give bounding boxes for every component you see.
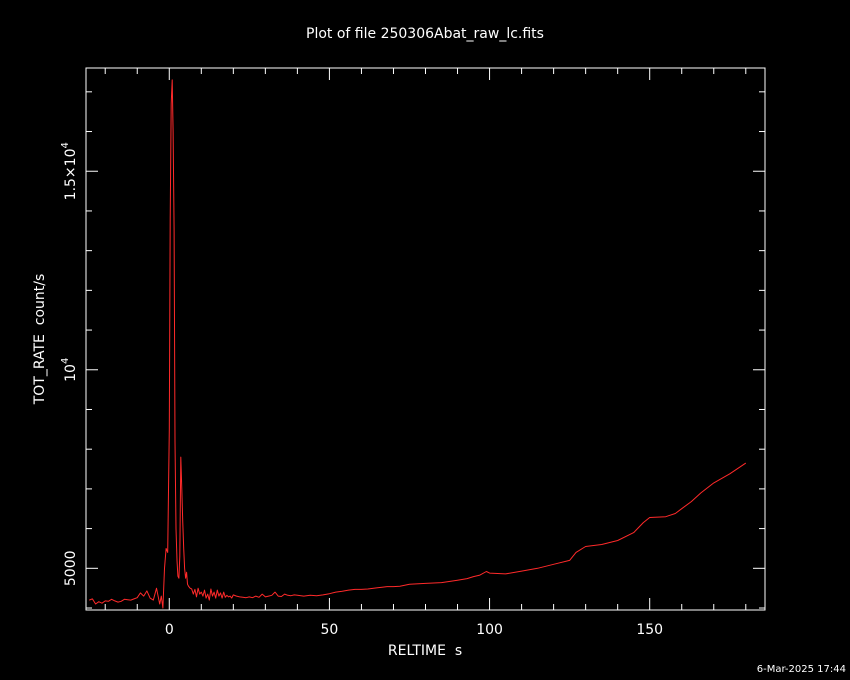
series-line (89, 79, 747, 609)
x-axis-label: RELTIME s (388, 643, 462, 659)
x-tick-label: 50 (321, 622, 339, 638)
axis-ticks (86, 68, 765, 610)
x-tick-label: 150 (636, 622, 663, 638)
y-tick-label: 1.5×104 (60, 142, 79, 200)
plot-frame (85, 67, 766, 611)
y-tick-labels: 5000 104 1.5×104 (60, 142, 79, 586)
chart-title: Plot of file 250306Abat_raw_lc.fits (306, 26, 544, 42)
x-tick-labels: 0 50 100 150 (165, 622, 663, 638)
timestamp: 6-Mar-2025 17:44 (757, 664, 846, 675)
series-layer (89, 79, 747, 609)
x-tick-label: 100 (476, 622, 503, 638)
y-axis-label: TOT_RATE count/s (32, 274, 48, 406)
x-tick-label: 0 (165, 622, 174, 638)
y-tick-label: 104 (60, 358, 79, 382)
y-tick-label: 5000 (63, 550, 79, 586)
